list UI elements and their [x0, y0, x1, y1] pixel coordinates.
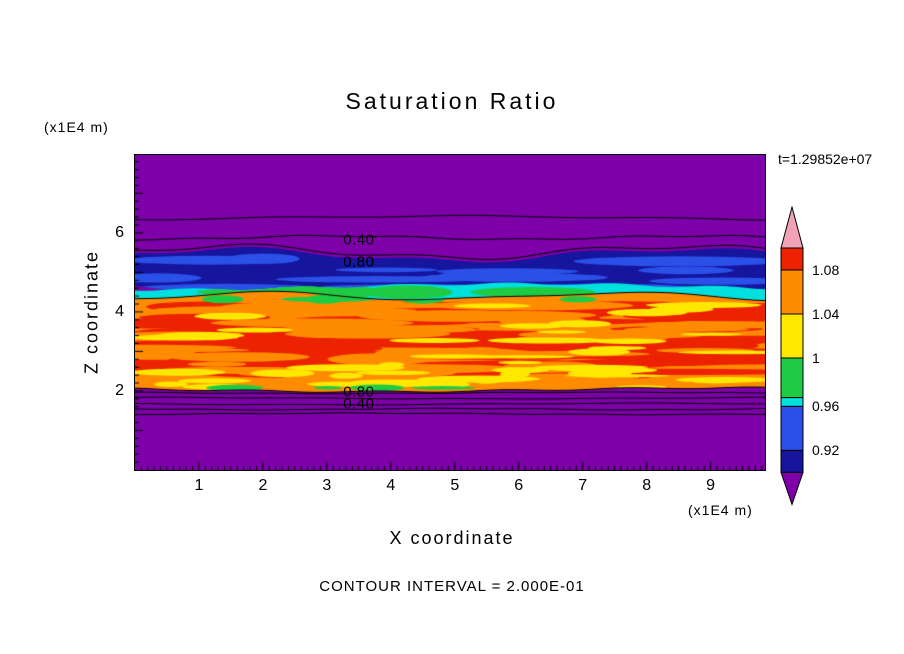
x-tick-label: 1 — [194, 477, 204, 494]
y-tick-label: 6 — [115, 223, 124, 241]
x-tick-label: 4 — [386, 477, 396, 494]
time-label: t=1.29852e+07 — [778, 151, 873, 167]
colorbar-segment — [780, 247, 804, 271]
colorbar — [780, 206, 804, 506]
colorbar-segment — [780, 357, 804, 399]
contour-interval-note: CONTOUR INTERVAL = 2.000E-01 — [319, 578, 585, 595]
colorbar-segment — [780, 313, 804, 359]
z-axis-unit-label: (x1E4 m) — [44, 119, 109, 135]
y-tick-label: 2 — [115, 381, 124, 399]
colorbar-label: 0.92 — [812, 442, 840, 459]
colorbar-segment — [780, 405, 804, 451]
contour-plot-canvas — [135, 155, 765, 470]
page-title: Saturation Ratio — [345, 88, 559, 114]
colorbar-segment — [780, 397, 804, 407]
x-tick-label: 6 — [514, 477, 524, 494]
contour-label: 0.80 — [343, 383, 375, 401]
contour-plot-frame: 0.40 0.80 0.80 0.40 — [134, 154, 766, 471]
x-tick-label: 3 — [322, 477, 332, 494]
contour-label-overlay: 0.40 0.80 0.80 0.40 — [135, 155, 765, 470]
x-tick-label: 8 — [642, 477, 652, 494]
x-tick-label: 2 — [258, 477, 268, 494]
colorbar-label: 1 — [812, 350, 820, 366]
x-tick-label: 5 — [450, 477, 460, 494]
colorbar-label: 1.08 — [812, 262, 840, 278]
x-axis-label: X coordinate — [389, 528, 515, 548]
x-tick-label: 9 — [706, 477, 716, 494]
z-axis-label: Z coordinate — [81, 249, 102, 375]
contour-label: 0.40 — [343, 231, 375, 249]
colorbar-arrow-bottom — [780, 471, 804, 506]
colorbar-label: 0.96 — [812, 398, 840, 415]
colorbar-labels: 1.08 1.04 1 0.96 0.92 — [812, 206, 872, 506]
x-tick-label: 7 — [578, 477, 588, 494]
y-tick-labels: 2 4 6 — [102, 155, 126, 470]
x-axis-unit-label: (x1E4 m) — [688, 502, 753, 518]
colorbar-segment — [780, 269, 804, 315]
colorbar-arrow-top — [780, 206, 804, 249]
y-tick-label: 4 — [115, 302, 124, 320]
x-tick-labels: 1 2 3 4 5 6 7 8 9 — [135, 477, 765, 497]
colorbar-label: 1.04 — [812, 306, 840, 322]
colorbar-segment — [780, 449, 804, 473]
contour-label: 0.40 — [343, 395, 375, 413]
contour-label: 0.80 — [343, 253, 375, 271]
